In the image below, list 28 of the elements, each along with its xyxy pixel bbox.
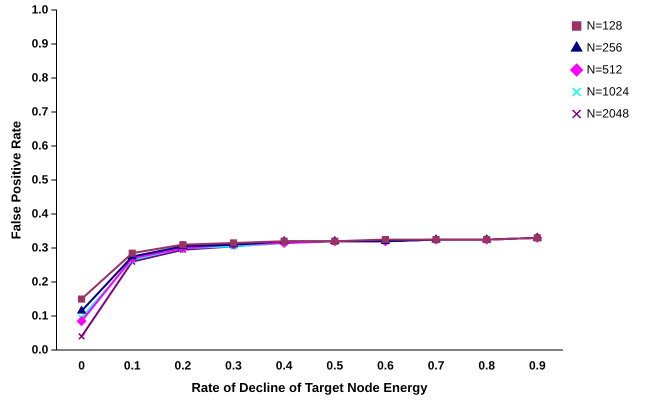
y-tick-label: 1.0 <box>32 2 49 17</box>
x-tick-label: 0.3 <box>225 358 242 373</box>
legend-label: N=512 <box>586 62 623 76</box>
legend-label: N=1024 <box>586 84 630 98</box>
x-tick-label: 0.8 <box>478 358 496 373</box>
x-axis-title: Rate of Decline of Target Node Energy <box>191 380 428 395</box>
y-tick-label: 0.8 <box>32 70 49 84</box>
x-tick-label: 0 <box>78 358 86 373</box>
x-tick-label: 0.4 <box>276 358 293 373</box>
y-tick-label: 0.5 <box>32 172 49 186</box>
legend-label: N=2048 <box>586 106 630 120</box>
y-tick-label: 0.6 <box>32 138 49 152</box>
x-tick-label: 0.2 <box>174 358 192 373</box>
y-tick-label: 0.2 <box>32 274 49 288</box>
x-tick-label: 0.7 <box>428 358 445 373</box>
x-tick-label: 0.9 <box>528 358 546 373</box>
y-tick-label: 0.9 <box>32 36 49 50</box>
x-tick-label: 0.1 <box>124 358 141 373</box>
y-axis-title: False Positive Rate <box>8 120 24 240</box>
y-tick-label: 0.7 <box>32 104 49 118</box>
legend-label: N=256 <box>586 40 623 54</box>
y-tick-label: 0.1 <box>32 308 49 322</box>
y-tick-label: 0.4 <box>32 206 49 220</box>
x-tick-label: 0.6 <box>377 358 394 373</box>
y-tick-label: 0.3 <box>32 240 49 254</box>
x-tick-label: 0.5 <box>326 358 344 373</box>
y-tick-label: 0.0 <box>32 342 49 356</box>
legend-label: N=128 <box>586 18 623 32</box>
